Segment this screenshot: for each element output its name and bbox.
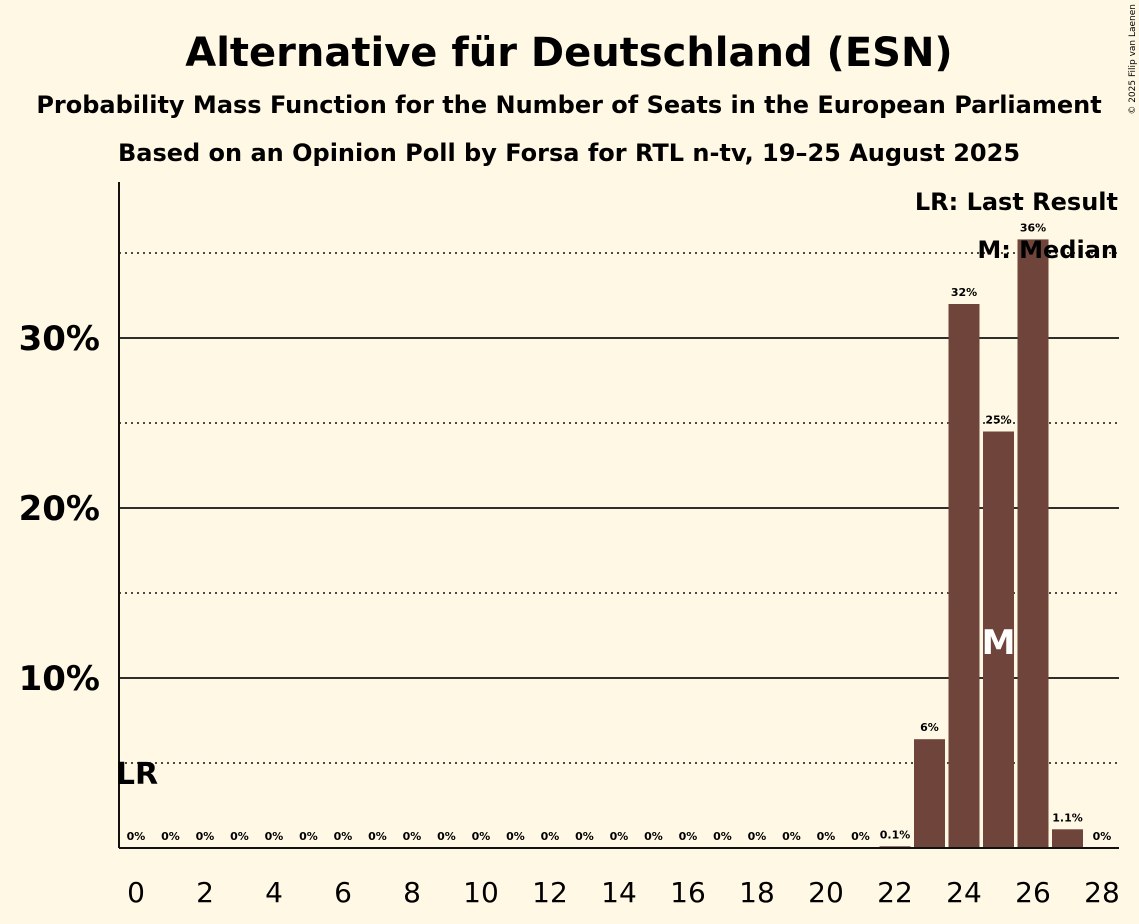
- data-label: 0%: [472, 830, 491, 843]
- data-label: 0%: [127, 830, 146, 843]
- data-label: 0%: [299, 830, 318, 843]
- data-label: 0%: [541, 830, 560, 843]
- legend-last-result: LR: Last Result: [915, 188, 1118, 216]
- chart-subtitle: Probability Mass Function for the Number…: [36, 91, 1101, 119]
- data-label: 0%: [403, 830, 422, 843]
- last-result-marker: LR: [116, 757, 158, 792]
- legend-median: M: Median: [977, 236, 1118, 264]
- data-label: 0%: [368, 830, 387, 843]
- x-tick-label: 6: [334, 876, 352, 909]
- data-label: 0%: [817, 830, 836, 843]
- x-tick-label: 4: [265, 876, 283, 909]
- x-tick-labels: 0 2 4 6 8 10 12 14 16 18 20 22 24 26 28: [127, 876, 1120, 909]
- data-label: 1.1%: [1052, 811, 1083, 824]
- bar: [1052, 829, 1083, 848]
- copyright-note: © 2025 Filip van Laenen: [1128, 4, 1138, 115]
- bars: [879, 239, 1083, 848]
- median-marker: M: [982, 623, 1016, 663]
- y-tick-labels: 10% 20% 30%: [19, 319, 100, 699]
- data-label: 0%: [851, 830, 870, 843]
- data-label: 0%: [1093, 830, 1112, 843]
- x-tick-label: 0: [127, 876, 145, 909]
- x-tick-label: 24: [946, 876, 982, 909]
- data-labels: 0% 0% 0% 0% 0% 0% 0% 0% 0% 0% 0% 0% 0% 0% 0% 0% 0% 0% 0% 0%…: [127, 221, 1112, 843]
- bar: [948, 304, 980, 848]
- x-tick-label: 18: [739, 876, 775, 909]
- data-label: 0%: [437, 830, 456, 843]
- x-tick-label: 12: [532, 876, 568, 909]
- data-label: 0%: [575, 830, 594, 843]
- data-label: 0%: [334, 830, 353, 843]
- x-tick-label: 22: [877, 876, 913, 909]
- x-tick-label: 2: [196, 876, 214, 909]
- data-label: 0%: [782, 830, 801, 843]
- chart-subtitle-poll: Based on an Opinion Poll by Forsa for RT…: [118, 139, 1020, 167]
- data-label: 0%: [161, 830, 180, 843]
- data-label: 0.1%: [880, 828, 911, 841]
- x-tick-label: 20: [808, 876, 844, 909]
- x-tick-label: 16: [670, 876, 706, 909]
- y-tick-label: 10%: [19, 659, 100, 699]
- y-tick-label: 30%: [19, 319, 100, 359]
- x-tick-label: 28: [1084, 876, 1120, 909]
- bar: [1017, 239, 1049, 848]
- data-label: 25%: [985, 414, 1011, 427]
- data-label: 0%: [644, 830, 663, 843]
- x-tick-label: 8: [403, 876, 421, 909]
- data-label: 0%: [506, 830, 525, 843]
- data-label: 0%: [265, 830, 284, 843]
- x-tick-label: 10: [463, 876, 499, 909]
- y-tick-label: 20%: [19, 489, 100, 529]
- data-label: 6%: [920, 721, 939, 734]
- data-label: 36%: [1020, 221, 1046, 234]
- bar: [983, 431, 1014, 848]
- x-tick-label: 26: [1015, 876, 1051, 909]
- data-label: 0%: [230, 830, 249, 843]
- data-label: 0%: [713, 830, 732, 843]
- data-label: 0%: [748, 830, 767, 843]
- x-tick-label: 14: [601, 876, 637, 909]
- axes: [118, 182, 1119, 849]
- chart-title: Alternative für Deutschland (ESN): [185, 30, 952, 76]
- data-label: 32%: [951, 286, 977, 299]
- data-label: 0%: [679, 830, 698, 843]
- data-label: 0%: [610, 830, 629, 843]
- bar: [914, 739, 945, 848]
- data-label: 0%: [196, 830, 215, 843]
